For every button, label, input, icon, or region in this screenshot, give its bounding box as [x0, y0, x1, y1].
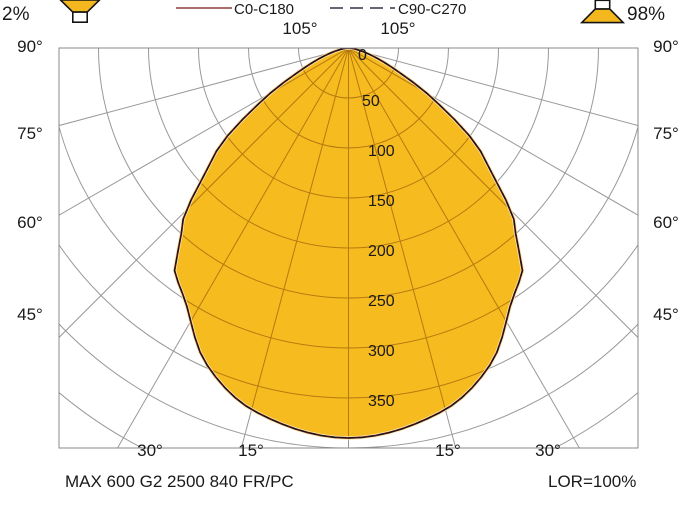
- svg-text:C0-C180: C0-C180: [234, 1, 294, 18]
- svg-text:30°: 30°: [137, 441, 163, 460]
- svg-text:98%: 98%: [627, 4, 665, 25]
- svg-text:75°: 75°: [653, 124, 679, 143]
- svg-text:300: 300: [368, 343, 395, 360]
- svg-text:150: 150: [368, 193, 395, 210]
- svg-text:100: 100: [368, 143, 395, 160]
- svg-text:15°: 15°: [238, 441, 264, 460]
- svg-text:105°: 105°: [380, 19, 415, 38]
- svg-text:105°: 105°: [282, 19, 317, 38]
- svg-text:60°: 60°: [653, 213, 679, 232]
- svg-text:2%: 2%: [2, 4, 30, 25]
- svg-text:MAX 600 G2 2500 840 FR/PC: MAX 600 G2 2500 840 FR/PC: [65, 472, 294, 491]
- svg-text:90°: 90°: [653, 37, 679, 56]
- svg-text:90°: 90°: [17, 37, 43, 56]
- svg-text:45°: 45°: [653, 305, 679, 324]
- svg-text:0: 0: [358, 47, 367, 64]
- svg-text:350: 350: [368, 393, 395, 410]
- svg-text:15°: 15°: [435, 441, 461, 460]
- svg-text:50: 50: [362, 93, 380, 110]
- svg-text:30°: 30°: [535, 441, 561, 460]
- svg-text:60°: 60°: [17, 213, 43, 232]
- svg-text:45°: 45°: [17, 305, 43, 324]
- svg-text:250: 250: [368, 293, 395, 310]
- svg-text:75°: 75°: [17, 124, 43, 143]
- svg-text:LOR=100%: LOR=100%: [548, 472, 636, 491]
- svg-text:C90-C270: C90-C270: [398, 1, 466, 18]
- svg-text:200: 200: [368, 243, 395, 260]
